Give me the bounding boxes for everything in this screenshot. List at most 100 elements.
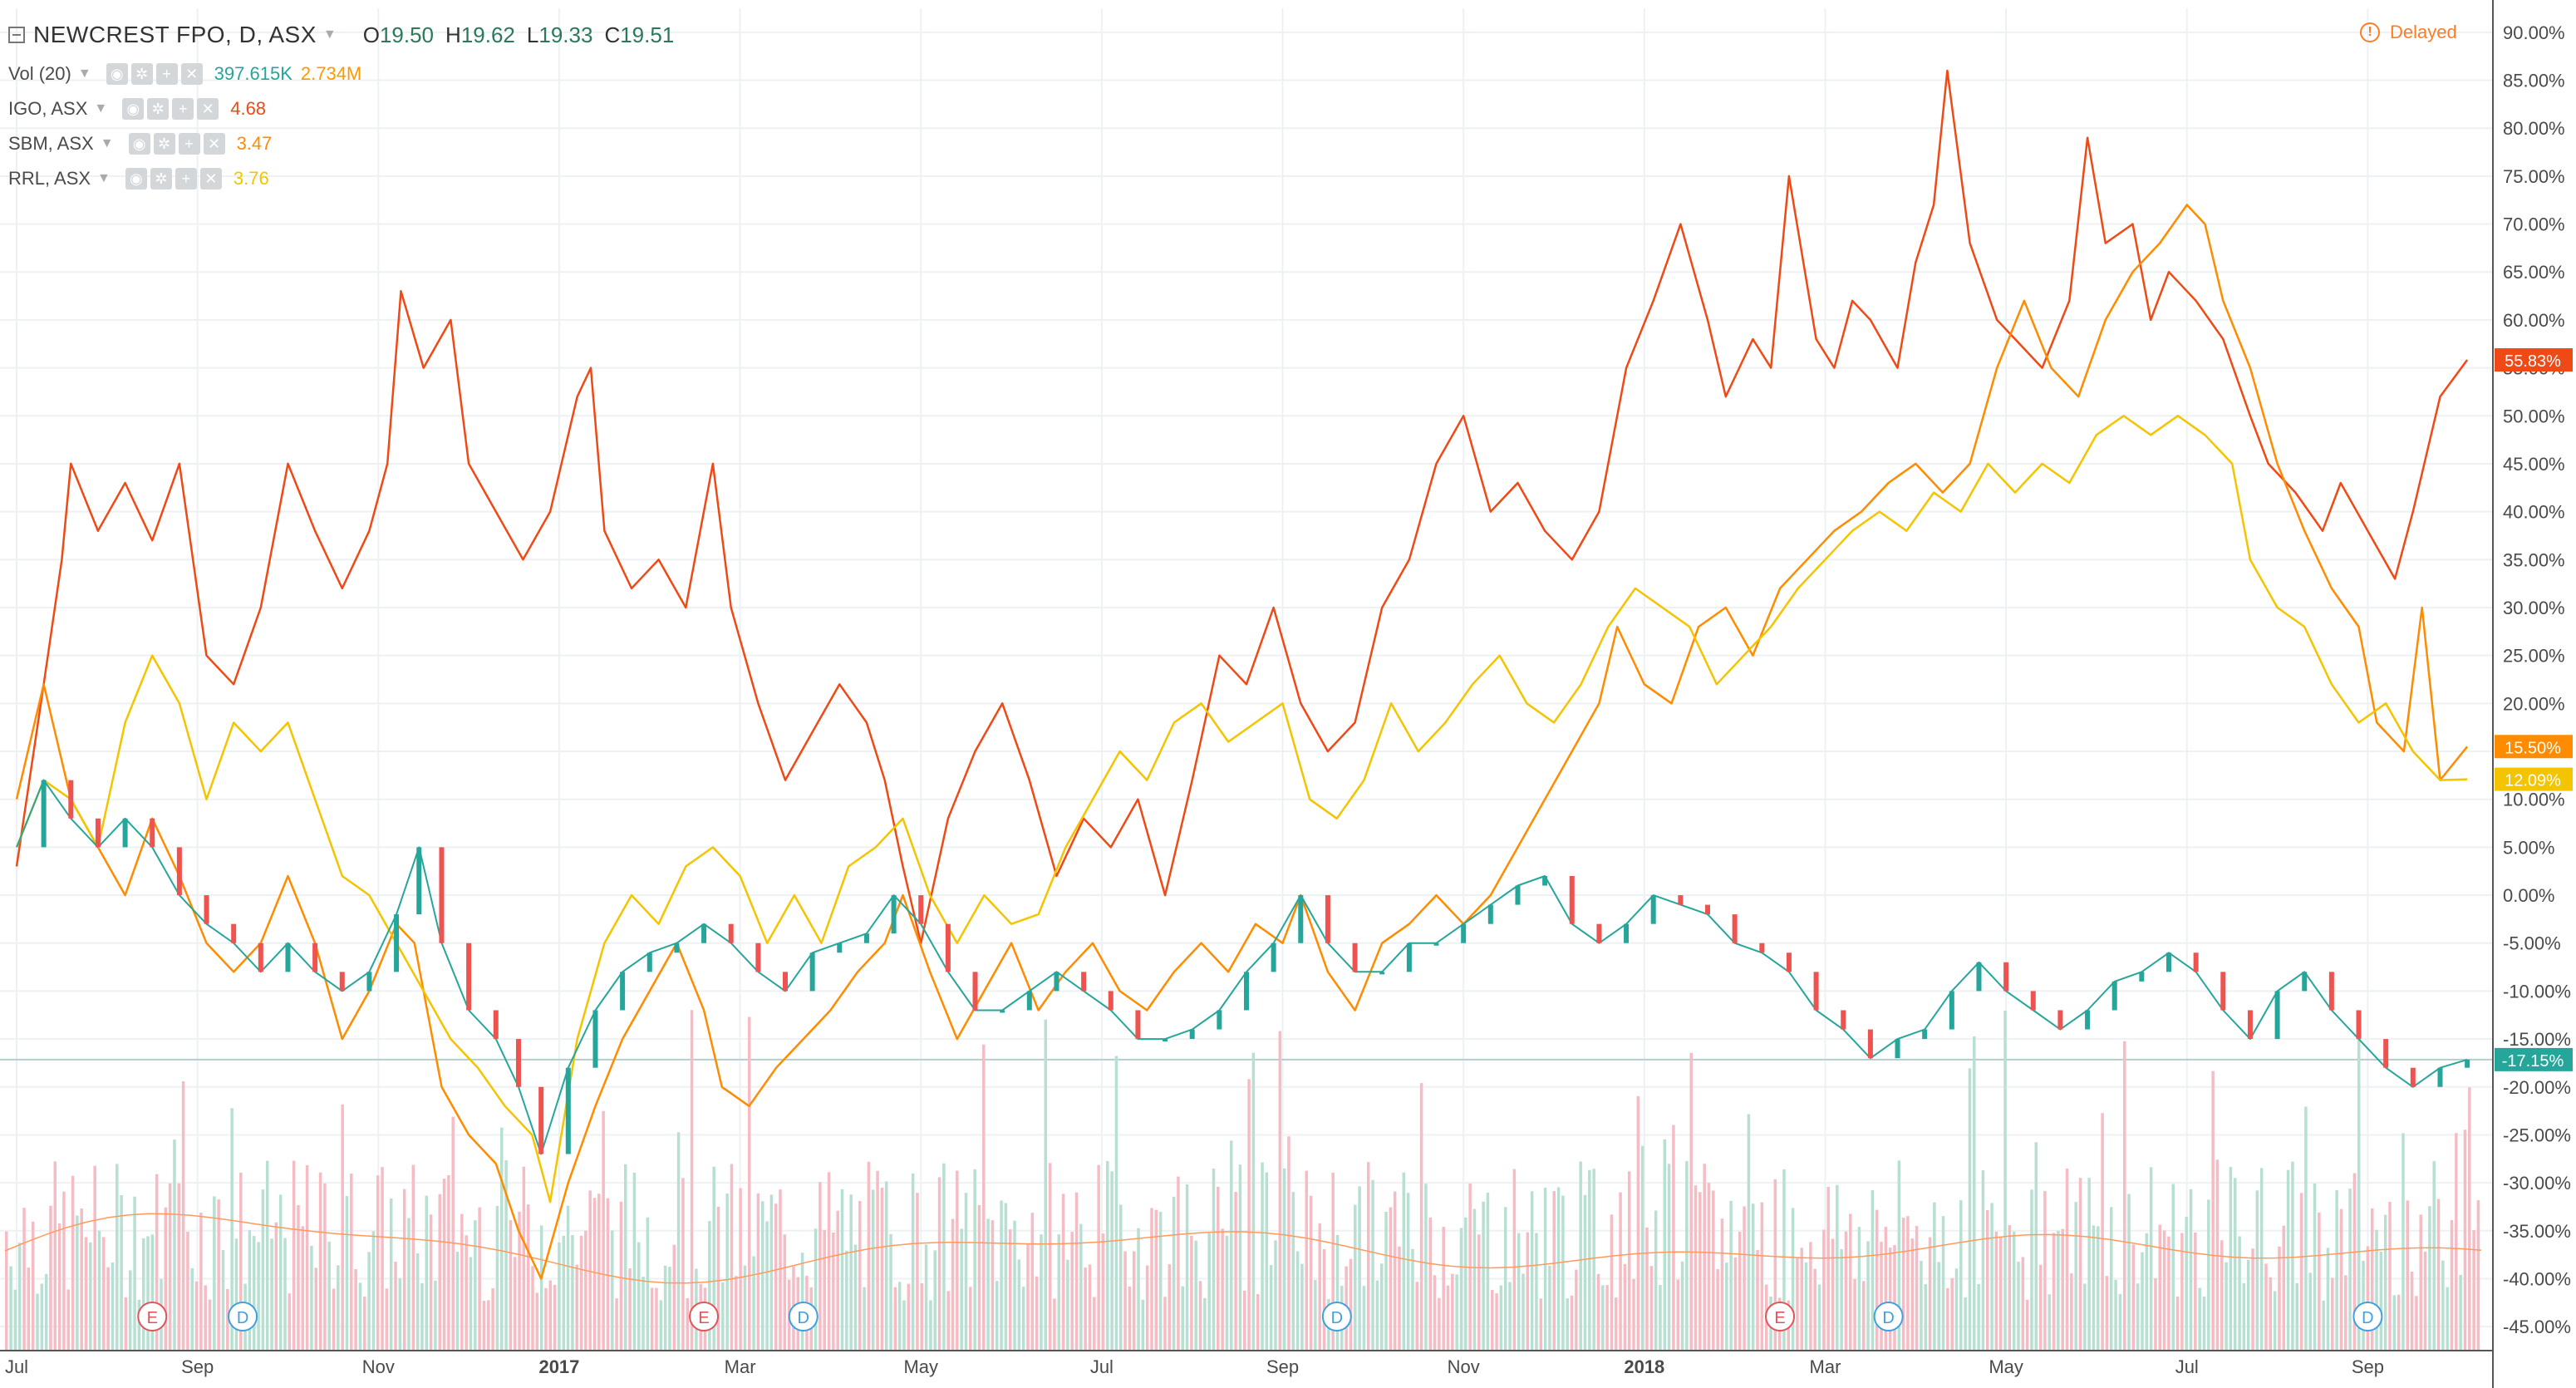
volume-bar [863,1287,866,1351]
volume-bar [1282,1168,1286,1351]
volume-bar [204,1285,207,1351]
chevron-down-icon[interactable]: ▼ [77,66,91,81]
candle [1433,943,1439,946]
candle [891,895,897,934]
volume-bar [1659,1284,1662,1351]
volume-bar [1318,1223,1321,1351]
indicator-sbm[interactable]: SBM, ASX ▼ ◉ ✲ + ✕ 3.47 [8,133,272,155]
x-tick-label: 2018 [1624,1356,1664,1377]
volume-bar [1362,1286,1366,1351]
volume-bar [1849,1213,1852,1351]
indicator-volume[interactable]: Vol (20) ▼ ◉ ✲ + ✕ 397.615K 2.734M [8,63,361,85]
eye-icon[interactable]: ◉ [125,168,147,189]
plus-icon[interactable]: + [155,63,178,85]
settings-icon[interactable]: ✲ [130,63,153,85]
volume-bar [1230,1140,1233,1351]
volume-bar [592,1198,597,1351]
volume-bar [1446,1285,1450,1351]
volume-bar [1393,1191,1397,1351]
volume-bar [632,1172,637,1351]
volume-bar [442,1179,446,1351]
chevron-down-icon[interactable]: ▼ [100,136,114,150]
plus-icon[interactable]: + [175,168,197,189]
x-tick-label: Sep [181,1356,214,1377]
volume-bar [2048,1294,2051,1351]
settings-icon[interactable]: ✲ [153,133,175,155]
volume-bar [376,1175,380,1351]
volume-bar [292,1160,296,1351]
chevron-down-icon[interactable]: ▼ [94,101,108,116]
settings-icon[interactable]: ✲ [150,168,172,189]
volume-bar [2238,1236,2241,1351]
candle [646,952,652,972]
volume-bar [889,1233,892,1351]
volume-bar [2167,1236,2170,1351]
volume-bar [1181,1286,1184,1351]
volume-bar [663,1265,667,1351]
plus-icon[interactable]: + [178,133,200,155]
candle [809,952,815,992]
volume-bar [1243,1290,1246,1351]
candle [466,943,472,1011]
candle [2465,1059,2470,1068]
close-icon[interactable]: ✕ [180,63,203,85]
volume-bar [1274,1240,1277,1351]
volume-bar [2472,1230,2475,1351]
candle [2085,1010,2091,1030]
volume-bar [531,1266,534,1351]
volume-bar [1826,1187,1830,1351]
volume-bar [995,1281,999,1351]
volume-bar [270,1238,273,1351]
volume-bar [1720,1218,1724,1351]
plus-icon[interactable]: + [172,98,194,120]
volume-bar [257,1242,260,1351]
volume-bar [668,1267,671,1351]
collapse-icon[interactable] [8,27,25,43]
chevron-down-icon[interactable]: ▼ [322,27,337,42]
symbol-title[interactable]: NEWCREST FPO, D, ASX [33,22,317,47]
delayed-badge[interactable]: ! Delayed [2360,22,2457,43]
volume-bar [1897,1160,1901,1351]
eye-icon[interactable]: ◉ [128,133,150,155]
candle [2193,952,2199,972]
close-icon[interactable]: ✕ [197,98,219,120]
close-icon[interactable]: ✕ [199,168,222,189]
volume-bar [248,1230,252,1351]
volume-bar [1530,1191,1534,1351]
volume-bar [469,1257,473,1351]
volume-bar [1888,1248,1892,1351]
volume-bar [1119,1204,1123,1351]
chevron-down-icon[interactable]: ▼ [97,171,111,185]
close-icon[interactable]: ✕ [203,133,225,155]
volume-bar [199,1212,203,1351]
volume-bar [611,1230,614,1351]
volume-bar [1477,1234,1481,1351]
volume-bar [1901,1218,1905,1351]
eye-icon[interactable]: ◉ [122,98,145,120]
volume-bar [2441,1260,2445,1351]
y-tick-label: 5.00% [2503,837,2554,858]
volume-bar [655,1287,658,1351]
volume-bar [845,1250,848,1351]
candle [945,923,951,972]
volume-bar [924,1244,928,1351]
volume-bar [2264,1263,2268,1351]
volume-bar [1141,1299,1145,1351]
eye-icon[interactable]: ◉ [106,63,128,85]
volume-bar [1813,1268,1816,1351]
y-tick-label: -20.00% [2503,1077,2571,1098]
candle [493,1010,499,1040]
candle [1054,972,1059,992]
event-label: D [798,1309,809,1327]
volume-bar [1645,1227,1649,1351]
indicator-igo[interactable]: IGO, ASX ▼ ◉ ✲ + ✕ 4.68 [8,98,266,120]
volume-bar [1583,1194,1587,1351]
volume-bar [2375,1229,2378,1351]
indicator-rrl[interactable]: RRL, ASX ▼ ◉ ✲ + ✕ 3.76 [8,168,269,189]
volume-bar [522,1166,526,1351]
volume-bar [1428,1217,1432,1351]
settings-icon[interactable]: ✲ [147,98,170,120]
volume-bar [748,1016,751,1351]
volume-bar [1751,1203,1755,1351]
